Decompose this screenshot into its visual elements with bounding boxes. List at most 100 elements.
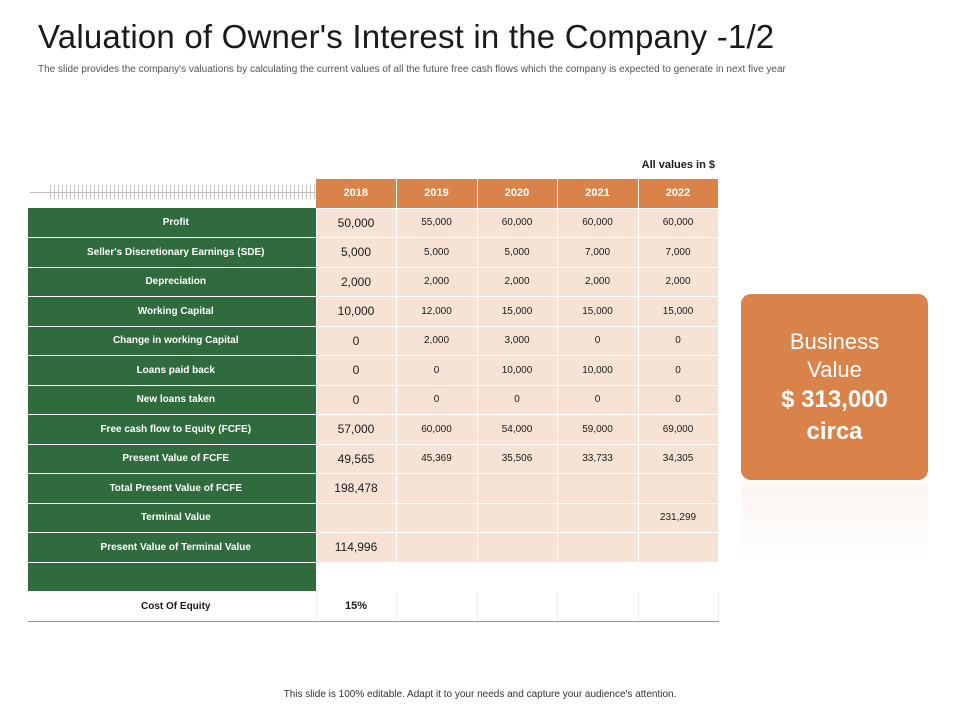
year-header: 2022: [638, 179, 719, 209]
value-cell: 57,000: [316, 414, 397, 445]
value-cell: 5,000: [316, 237, 397, 268]
business-value-qualifier: circa: [806, 418, 863, 445]
row-label: Change in working Capital: [28, 326, 317, 356]
value-cell: 12,000: [396, 296, 478, 327]
value-cell: 2,000: [638, 267, 719, 297]
table-row: Depreciation 2,000 2,000 2,000 2,000 2,000: [28, 267, 719, 297]
value-cell: 54,000: [477, 414, 558, 445]
value-cell: 2,000: [316, 267, 397, 297]
row-label: Profit: [28, 208, 317, 238]
value-cell: 33,733: [557, 444, 639, 474]
value-cell: [396, 532, 478, 563]
row-label: Seller's Discretionary Earnings (SDE): [28, 237, 317, 268]
value-cell: [316, 503, 397, 533]
value-cell: 2,000: [396, 326, 478, 356]
value-cell: 45,369: [396, 444, 478, 474]
value-cell: 231,299: [638, 503, 719, 533]
value-cell: [638, 473, 719, 504]
value-cell: 5,000: [396, 237, 478, 268]
row-label: Working Capital: [28, 296, 317, 327]
value-cell: 3,000: [477, 326, 558, 356]
page-title: Valuation of Owner's Interest in the Com…: [38, 18, 775, 55]
row-label: Free cash flow to Equity (FCFE): [28, 414, 317, 445]
value-cell: 60,000: [396, 414, 478, 445]
value-cell: 0: [638, 355, 719, 386]
cost-of-equity-value: 15%: [316, 591, 397, 622]
value-cell: 60,000: [477, 208, 558, 238]
decorative-ruler: [30, 185, 322, 199]
year-header-row: 2018 2019 2020 2021 2022: [28, 179, 719, 209]
page-subtitle: The slide provides the company's valuati…: [38, 64, 786, 75]
value-cell: 198,478: [316, 473, 397, 504]
value-cell: [557, 473, 639, 504]
year-header: 2018: [316, 179, 397, 209]
table-row: Present Value of FCFE 49,565 45,369 35,506 3…: [28, 444, 719, 474]
value-cell: 0: [557, 326, 639, 356]
value-cell: 7,000: [557, 237, 639, 268]
table-row: Profit 50,000 55,000 60,000 60,000 60,000: [28, 208, 719, 238]
year-header: 2020: [477, 179, 558, 209]
spacer-value-cell: [316, 562, 719, 592]
value-cell: 114,996: [316, 532, 397, 563]
row-label: Total Present Value of FCFE: [28, 473, 317, 504]
units-note: All values in $: [641, 159, 715, 171]
business-value-amount: $ 313,000: [781, 386, 888, 413]
value-cell: 69,000: [638, 414, 719, 445]
value-cell: 0: [316, 326, 397, 356]
table-row: Total Present Value of FCFE 198,478: [28, 473, 719, 504]
value-cell: 10,000: [316, 296, 397, 327]
value-cell: 2,000: [557, 267, 639, 297]
table-row: Present Value of Terminal Value 114,996: [28, 532, 719, 563]
empty-cell: [557, 591, 639, 622]
table-row: Terminal Value 231,299: [28, 503, 719, 533]
value-cell: 15,000: [477, 296, 558, 327]
business-value-reflection: [741, 482, 928, 562]
year-header: 2021: [557, 179, 639, 209]
value-cell: 15,000: [638, 296, 719, 327]
table-row: New loans taken 0 0 0 0 0: [28, 385, 719, 415]
value-cell: 7,000: [638, 237, 719, 268]
year-header: 2019: [396, 179, 478, 209]
value-cell: 60,000: [638, 208, 719, 238]
value-cell: 0: [557, 385, 639, 415]
row-label: Terminal Value: [28, 503, 317, 533]
value-cell: 0: [638, 385, 719, 415]
value-cell: 35,506: [477, 444, 558, 474]
business-value-card: Business Value $ 313,000 circa: [741, 294, 928, 480]
value-cell: 2,000: [396, 267, 478, 297]
value-cell: 60,000: [557, 208, 639, 238]
table-row: Working Capital 10,000 12,000 15,000 15,000 1…: [28, 296, 719, 327]
value-cell: [396, 503, 478, 533]
row-label: New loans taken: [28, 385, 317, 415]
value-cell: [477, 532, 558, 563]
table-row: Seller's Discretionary Earnings (SDE) 5,0…: [28, 237, 719, 268]
footer-note: This slide is 100% editable. Adapt it to…: [283, 689, 677, 700]
table-body: Profit 50,000 55,000 60,000 60,000 60,000 Sell…: [28, 208, 719, 622]
value-cell: [396, 473, 478, 504]
value-cell: 0: [477, 385, 558, 415]
value-cell: 0: [638, 326, 719, 356]
value-cell: 0: [316, 385, 397, 415]
row-label: Depreciation: [28, 267, 317, 297]
row-label: Present Value of Terminal Value: [28, 532, 317, 563]
value-cell: 55,000: [396, 208, 478, 238]
table-row: Free cash flow to Equity (FCFE) 57,000 60,…: [28, 414, 719, 445]
empty-cell: [477, 591, 558, 622]
value-cell: [638, 532, 719, 563]
value-cell: 34,305: [638, 444, 719, 474]
value-cell: 10,000: [557, 355, 639, 386]
business-value-label: Business Value: [789, 329, 880, 382]
value-cell: [557, 503, 639, 533]
empty-cell: [396, 591, 478, 622]
spacer-row: [28, 562, 719, 592]
valuation-table: 2018 2019 2020 2021 2022 Profit 50,000 55,…: [28, 179, 719, 622]
value-cell: [477, 473, 558, 504]
value-cell: 59,000: [557, 414, 639, 445]
row-label: Loans paid back: [28, 355, 317, 386]
value-cell: 5,000: [477, 237, 558, 268]
value-cell: 0: [316, 355, 397, 386]
table-row: Loans paid back 0 0 10,000 10,000 0: [28, 355, 719, 386]
empty-cell: [638, 591, 719, 622]
cost-of-equity-label: Cost Of Equity: [28, 591, 317, 622]
cost-of-equity-row: Cost Of Equity 15%: [28, 591, 719, 622]
